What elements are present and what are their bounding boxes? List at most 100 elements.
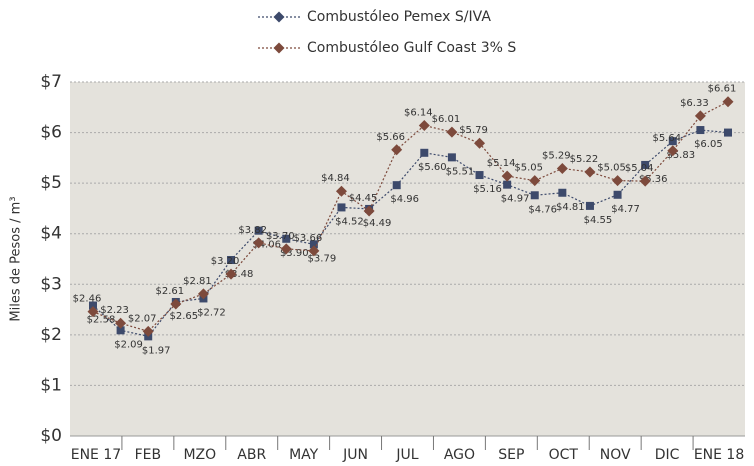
point [558,188,567,197]
data-label: $2.61 [156,286,185,297]
x-tick-label: FEB [135,447,162,463]
data-label: $5.05 [597,163,626,174]
point [89,301,97,310]
data-label: $3.48 [225,269,254,280]
data-label: $3.66 [294,233,323,244]
data-label: $2.72 [197,307,226,318]
x-tick-label: JUN [342,447,368,463]
x-tick-label: ENE 18 [694,447,744,463]
data-label: $4.76 [528,204,557,215]
point [418,119,430,131]
point [584,166,596,178]
data-label: $4.49 [363,218,392,229]
point [612,175,624,187]
point [641,160,650,169]
x-tick-label: NOV [600,447,631,463]
data-label: $6.33 [680,98,709,109]
point [309,240,318,249]
data-label: $6.14 [404,107,433,118]
point [613,190,622,199]
point [530,191,539,200]
point [556,162,568,174]
data-label: $5.60 [418,162,447,173]
point [197,288,209,300]
x-tick-label: OCT [549,447,579,463]
data-label: $4.06 [252,240,281,251]
point [392,181,401,190]
y-tick-label: $1 [40,375,62,395]
data-label: $5.04 [625,163,654,174]
data-label: $4.45 [349,193,378,204]
data-label: $5.66 [376,132,405,143]
x-tick-label: MZO [183,447,216,463]
y-tick-label: $0 [40,426,62,446]
point [87,306,99,318]
legend-label: Combustóleo Gulf Coast 3% S [307,40,516,56]
data-label: $5.05 [514,163,543,174]
point [501,170,513,182]
point [420,148,429,157]
x-tick-label: DIC [655,447,680,463]
point [503,180,512,189]
x-tick-label: AGO [444,447,475,463]
data-label: $5.14 [487,158,516,169]
data-label: $4.81 [556,202,585,213]
y-tick-label: $3 [40,274,62,294]
point [694,110,706,122]
data-label: $2.81 [183,276,212,287]
point [170,298,182,310]
data-label: $5.29 [542,150,571,161]
point [585,201,594,210]
point [363,205,375,217]
point [116,326,125,335]
data-label: $5.83 [666,150,695,161]
data-label: $2.23 [100,305,129,316]
point [529,175,541,187]
point [446,126,458,138]
point [668,137,677,146]
point [115,317,127,329]
point [722,96,734,108]
x-tick-label: ABR [237,447,266,463]
x-tick-label: MAY [289,447,319,463]
data-label: $3.79 [308,253,337,264]
point [142,325,154,337]
y-tick-label: $7 [40,72,62,92]
data-label: $5.22 [570,154,599,165]
data-label: $6.61 [708,84,737,95]
data-label: $4.52 [335,216,364,227]
point [335,185,347,197]
data-label: $4.97 [501,194,530,205]
data-label: $3.70 [266,231,295,242]
x-tick-label: ENE 17 [71,447,121,463]
x-tick-label: JUL [395,447,418,463]
legend-marker [273,42,285,54]
point [254,226,263,235]
y-tick-label: $2 [40,325,62,345]
data-label: $4.55 [584,215,613,226]
point [337,203,346,212]
data-label: $2.58 [87,315,116,326]
y-tick-label: $4 [40,224,62,244]
point [227,256,236,265]
data-label: $5.16 [473,184,502,195]
point [391,144,403,156]
y-tick-label: $6 [40,123,62,143]
data-label: $3.20 [211,256,240,267]
point [253,237,265,249]
data-label: $1.97 [142,345,171,356]
data-label: $5.36 [639,174,668,185]
point [474,137,486,149]
data-label: $5.79 [459,125,488,136]
point [447,153,456,162]
point [475,171,484,180]
point [282,234,291,243]
point [639,175,651,187]
data-label: $6.01 [432,114,461,125]
point [225,268,237,280]
data-label: $6.05 [694,139,723,150]
series-line [92,129,729,338]
data-label: $5.51 [446,166,475,177]
